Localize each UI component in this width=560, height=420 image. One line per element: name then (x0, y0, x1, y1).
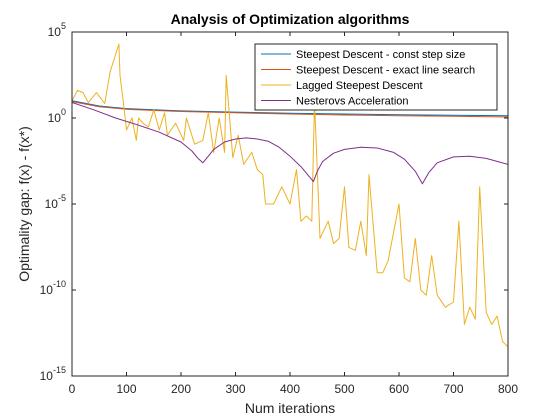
x-axis-label: Num iterations (245, 400, 335, 416)
y-tick-exponent: -10 (53, 279, 66, 289)
y-tick-exponent: -5 (58, 193, 66, 203)
legend-label-1: Steepest Descent - exact line search (296, 65, 475, 77)
x-tick-label: 400 (280, 382, 300, 396)
x-tick-label: 700 (443, 382, 463, 396)
y-tick-exponent: 5 (61, 21, 66, 31)
y-tick-label: 10-5 (45, 193, 66, 211)
y-tick-exponent: -15 (53, 365, 66, 375)
ticks-layer: 0 100 200 300 400 500 600 700 80010-1510-1010-51… (40, 21, 519, 396)
x-tick-label: 500 (334, 382, 354, 396)
x-tick-label: 300 (225, 382, 245, 396)
series-line-3 (72, 102, 508, 185)
series-lines-layer (72, 43, 508, 348)
y-tick-label: 100 (48, 107, 66, 125)
legend-label-2: Lagged Steepest Descent (296, 80, 423, 92)
y-tick-exponent: 0 (61, 107, 66, 117)
series-line-1 (72, 101, 508, 118)
y-tick-base: 10 (45, 197, 59, 211)
legend-box (254, 43, 498, 111)
y-tick-label: 10-10 (40, 279, 66, 297)
legend-label-0: Steepest Descent - const step size (296, 49, 465, 61)
legend: Steepest Descent - const step size Steepe… (254, 43, 498, 111)
y-tick-label: 105 (48, 21, 66, 39)
series-line-2 (72, 43, 508, 348)
y-tick-base: 10 (48, 25, 62, 39)
x-tick-label: 800 (498, 382, 518, 396)
y-axis-label: Optimality gap: f(x) - f(x*) (16, 126, 32, 282)
legend-label-3: Nesterovs Acceleration (296, 96, 409, 108)
chart-title: Analysis of Optimization algorithms (171, 11, 410, 27)
x-tick-label: 0 (69, 382, 76, 396)
y-tick-base: 10 (40, 283, 54, 297)
y-tick-base: 10 (40, 369, 54, 383)
y-tick-label: 10-15 (40, 365, 66, 383)
x-tick-label: 200 (171, 382, 191, 396)
x-tick-label: 600 (389, 382, 409, 396)
x-tick-label: 100 (116, 382, 136, 396)
series-line-0 (72, 100, 508, 117)
y-tick-base: 10 (48, 111, 62, 125)
